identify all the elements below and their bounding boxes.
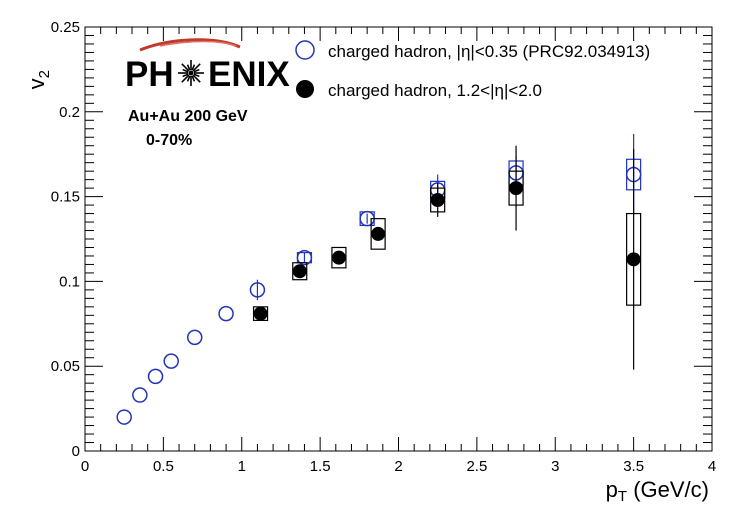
data-point-open bbox=[147, 368, 164, 385]
logo-star-ray bbox=[182, 73, 189, 78]
series-1 bbox=[116, 133, 642, 425]
logo-swoosh-inner bbox=[159, 40, 237, 47]
data-point-filled bbox=[253, 306, 268, 321]
x-tick-label: 2.5 bbox=[466, 458, 487, 475]
x-tick-label: 3 bbox=[551, 458, 559, 475]
logo-star-ray bbox=[193, 68, 200, 73]
legend-label-series-1: charged hadron, |η|<0.35 (PRC92.034913) bbox=[328, 42, 650, 61]
y-axis-title-sub: 2 bbox=[36, 70, 53, 78]
x-tick-label: 1 bbox=[238, 458, 246, 475]
x-tick-label: 4 bbox=[708, 458, 716, 475]
data-point-filled bbox=[626, 252, 641, 267]
data-point-open bbox=[296, 249, 313, 266]
x-axis-title-main: p bbox=[606, 477, 618, 502]
data-point-open bbox=[218, 305, 234, 322]
logo-star-icon bbox=[178, 60, 204, 86]
data-point-open bbox=[186, 329, 203, 346]
logo-star-ray bbox=[193, 73, 200, 78]
data-point-filled bbox=[509, 181, 524, 196]
x-axis-title-sub: T bbox=[618, 488, 627, 505]
logo-star-center bbox=[188, 70, 194, 76]
logo-text-right: ENIX bbox=[208, 55, 290, 94]
x-tick-label: 2 bbox=[394, 458, 402, 475]
logo-star-ray bbox=[186, 75, 191, 82]
legend-marker-open-circle bbox=[295, 40, 315, 60]
data-point-filled bbox=[371, 226, 386, 241]
legend: charged hadron, |η|<0.35 (PRC92.034913) … bbox=[295, 40, 650, 100]
y-tick-label: 0.05 bbox=[51, 358, 80, 375]
y-tick-label: 0.2 bbox=[59, 104, 80, 121]
y-axis-title-main: v bbox=[24, 78, 49, 89]
axis-tick-labels: 0 0.5 1 1.5 2 2.5 3 3.5 4 0 0.05 0.1 0.15 0.2 0.25 bbox=[51, 19, 716, 475]
data-point-open bbox=[116, 409, 132, 425]
x-tick-label: 1.5 bbox=[310, 458, 331, 475]
logo-star-ray bbox=[181, 74, 190, 83]
logo-text-left: PH bbox=[125, 55, 174, 94]
data-point-filled bbox=[292, 264, 307, 279]
y-tick-label: 0 bbox=[72, 443, 80, 460]
logo-star-ray bbox=[191, 64, 196, 71]
logo-star-ray bbox=[182, 68, 189, 73]
x-axis-title-unit: (GeV/c) bbox=[627, 477, 709, 502]
phenix-logo: PH ENIX bbox=[125, 38, 290, 94]
data-point-open bbox=[163, 353, 179, 369]
data-series bbox=[116, 133, 642, 425]
y-tick-label: 0.1 bbox=[59, 273, 80, 290]
logo-star-ray bbox=[192, 63, 201, 72]
annotation-centrality: 0-70% bbox=[146, 132, 192, 149]
logo-star-ray bbox=[191, 75, 196, 82]
x-tick-label: 0 bbox=[81, 458, 89, 475]
y-tick-label: 0.25 bbox=[51, 19, 80, 36]
legend-marker-filled-circle bbox=[296, 80, 314, 98]
data-point-open bbox=[132, 387, 148, 403]
axis-ticks bbox=[84, 26, 713, 452]
annotation-system: Au+Au 200 GeV bbox=[128, 108, 248, 125]
x-tick-label: 3.5 bbox=[623, 458, 644, 475]
data-point-open bbox=[249, 282, 266, 298]
logo-star-ray bbox=[192, 74, 201, 83]
data-point-filled bbox=[430, 192, 445, 207]
logo-star-ray bbox=[181, 63, 190, 72]
data-point-filled bbox=[331, 250, 346, 265]
x-axis-title: pT (GeV/c) bbox=[606, 477, 709, 505]
x-tick-label: 0.5 bbox=[153, 458, 174, 475]
y-tick-label: 0.15 bbox=[51, 189, 80, 206]
series-2 bbox=[252, 145, 642, 370]
legend-label-series-2: charged hadron, 1.2<|η|<2.0 bbox=[328, 81, 542, 100]
logo-star-ray bbox=[186, 64, 191, 71]
y-axis-title: v2 bbox=[24, 70, 53, 89]
